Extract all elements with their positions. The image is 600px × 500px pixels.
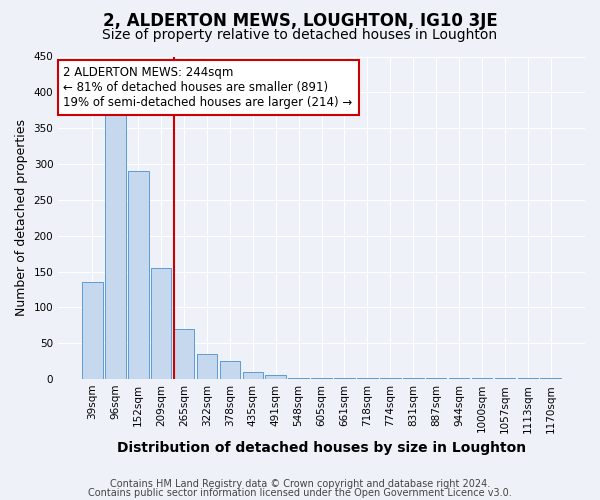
Bar bbox=[151, 268, 172, 379]
Bar bbox=[334, 378, 355, 379]
Bar bbox=[494, 378, 515, 379]
Bar bbox=[426, 378, 446, 379]
Bar bbox=[197, 354, 217, 379]
Text: Contains public sector information licensed under the Open Government Licence v3: Contains public sector information licen… bbox=[88, 488, 512, 498]
Bar bbox=[380, 378, 401, 379]
Bar bbox=[518, 378, 538, 379]
Text: Size of property relative to detached houses in Loughton: Size of property relative to detached ho… bbox=[103, 28, 497, 42]
Bar bbox=[242, 372, 263, 379]
Bar bbox=[449, 378, 469, 379]
Bar bbox=[357, 378, 378, 379]
Bar bbox=[82, 282, 103, 379]
Bar bbox=[265, 376, 286, 379]
Bar bbox=[403, 378, 424, 379]
Bar bbox=[174, 329, 194, 379]
Text: Contains HM Land Registry data © Crown copyright and database right 2024.: Contains HM Land Registry data © Crown c… bbox=[110, 479, 490, 489]
Bar bbox=[128, 171, 149, 379]
Bar bbox=[541, 378, 561, 379]
Bar bbox=[289, 378, 309, 379]
Bar bbox=[105, 114, 125, 379]
Y-axis label: Number of detached properties: Number of detached properties bbox=[15, 120, 28, 316]
X-axis label: Distribution of detached houses by size in Loughton: Distribution of detached houses by size … bbox=[117, 441, 526, 455]
Bar bbox=[472, 378, 493, 379]
Bar bbox=[311, 378, 332, 379]
Text: 2, ALDERTON MEWS, LOUGHTON, IG10 3JE: 2, ALDERTON MEWS, LOUGHTON, IG10 3JE bbox=[103, 12, 497, 30]
Bar bbox=[220, 361, 240, 379]
Text: 2 ALDERTON MEWS: 244sqm
← 81% of detached houses are smaller (891)
19% of semi-d: 2 ALDERTON MEWS: 244sqm ← 81% of detache… bbox=[64, 66, 353, 109]
